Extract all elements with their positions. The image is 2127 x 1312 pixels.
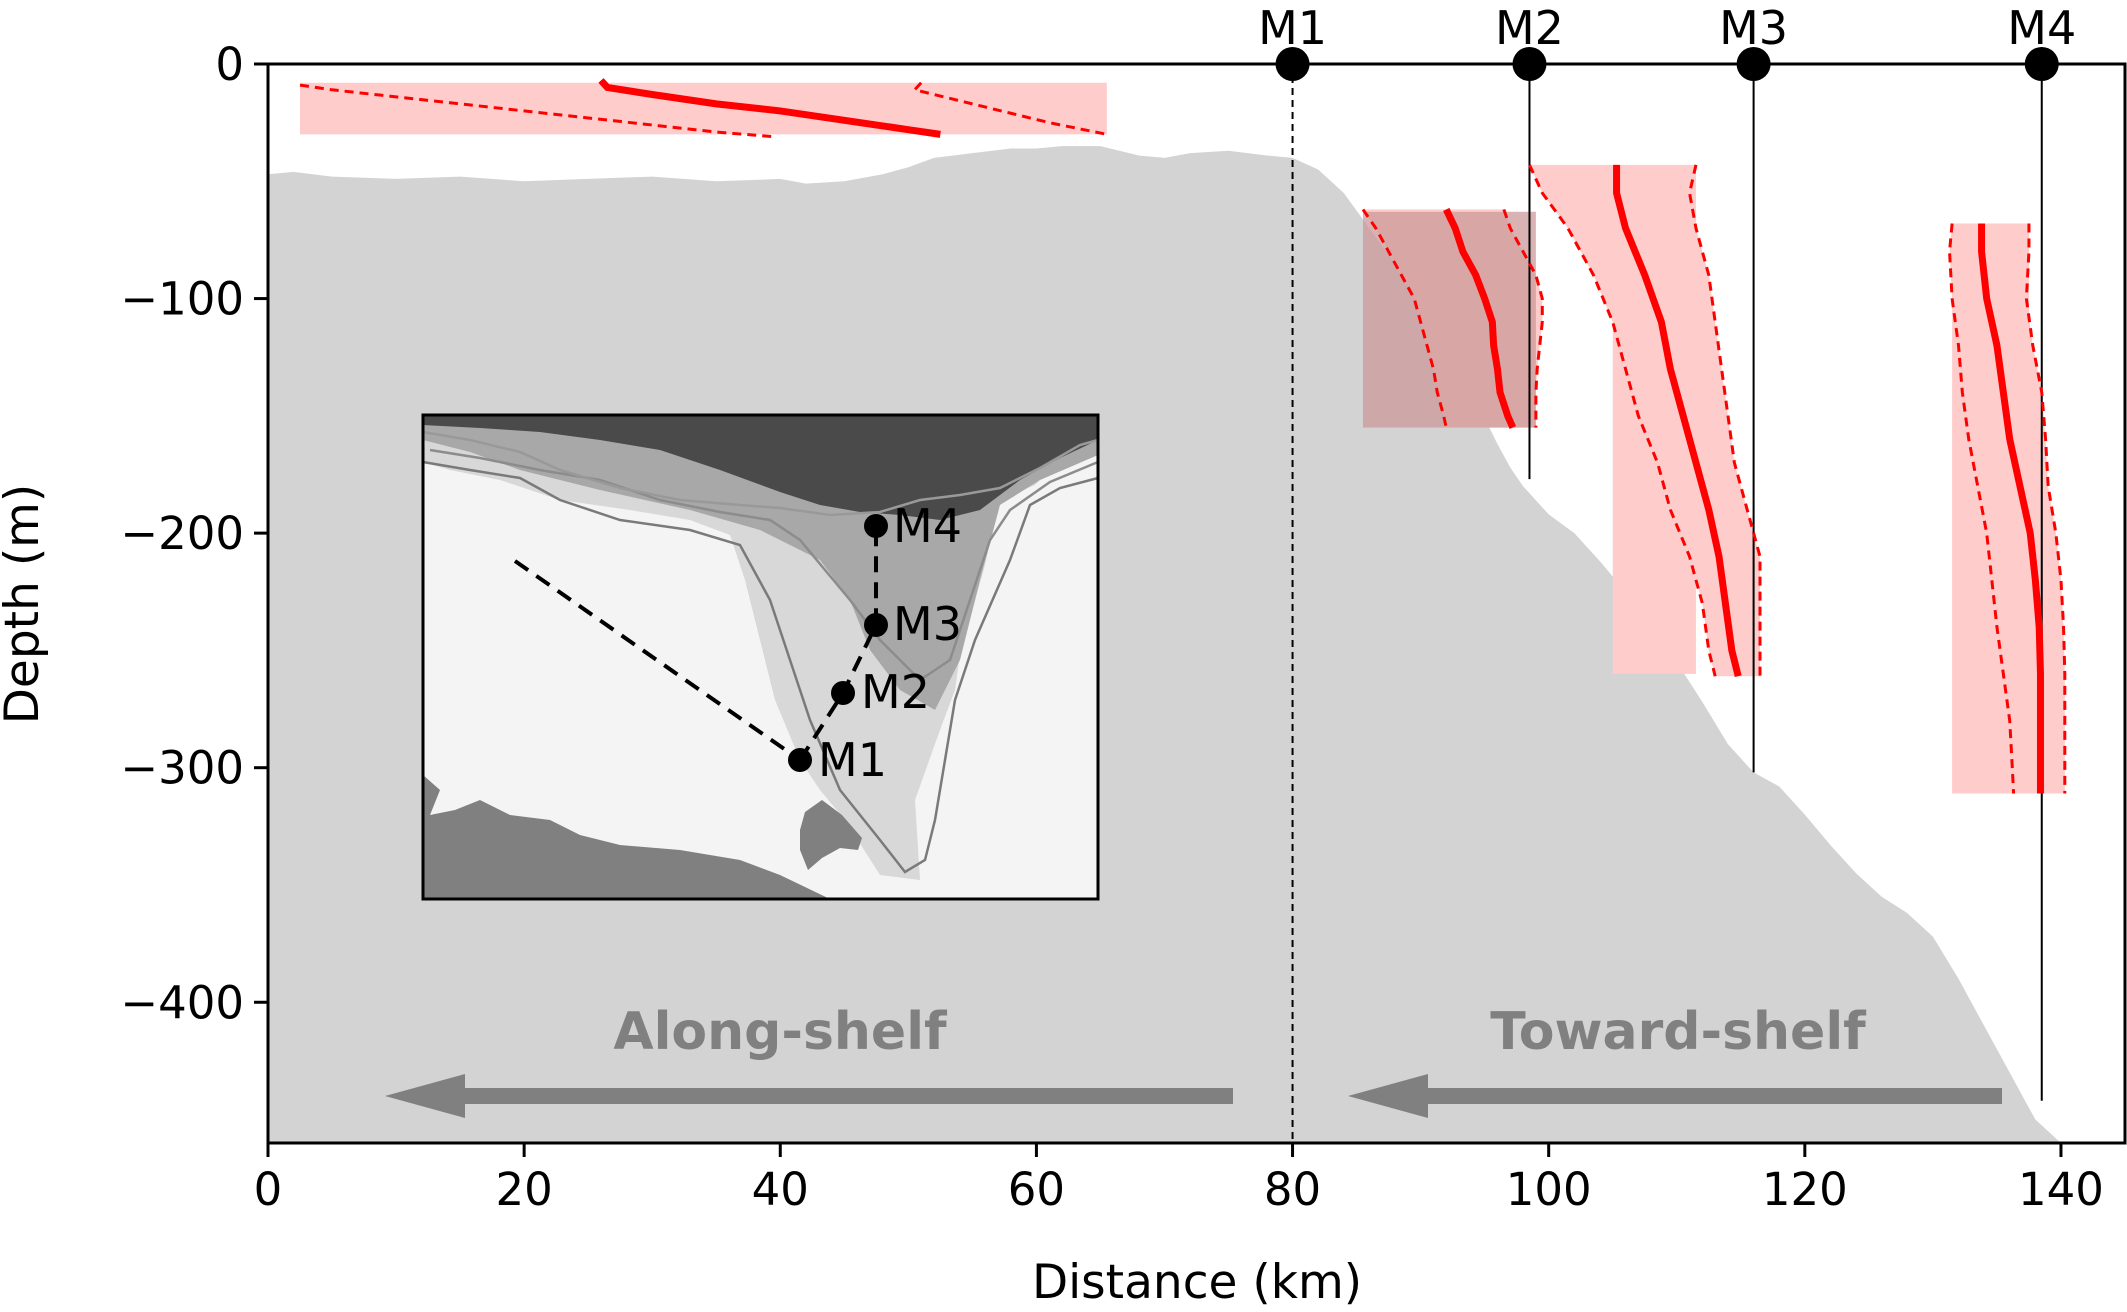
along-shelf-envelope: [300, 82, 1107, 135]
mooring-marker-m3: [1736, 47, 1771, 81]
x-tick-label: 20: [496, 1163, 553, 1216]
y-axis-ticks: 0 −100 −200 −300 −400: [120, 38, 268, 1029]
x-tick-label: 0: [254, 1163, 283, 1216]
low-line-m2: [1361, 208, 1448, 428]
low-line-m4: [1948, 223, 2016, 794]
direction-annotations: Along-shelf Toward-shelf: [385, 1002, 2002, 1118]
low-line-m3: [1528, 164, 1717, 677]
mooring-label-m3: M3: [1719, 1, 1788, 55]
mooring-markers: M1 M2 M3 M4: [1258, 1, 2076, 81]
velocity-profiles: [299, 78, 2067, 794]
x-tick-label: 80: [1264, 1163, 1321, 1216]
x-tick-label: 140: [2018, 1163, 2104, 1216]
inset-marker-m4: [864, 514, 888, 538]
mooring-label-m4: M4: [2007, 1, 2076, 55]
y-tick-label: −300: [120, 742, 244, 795]
x-axis-label: Distance (km): [1032, 1255, 1362, 1310]
mean-line-m3: [1613, 164, 1742, 678]
mooring-marker-m4: [2024, 47, 2059, 81]
toward-shelf-label: Toward-shelf: [1490, 1002, 1867, 1062]
inset-land: [423, 775, 830, 899]
inset-transect-along: [513, 559, 802, 762]
x-tick-label: 120: [1762, 1163, 1848, 1216]
inset-marker-m2: [831, 681, 855, 705]
axes-frame: [266, 62, 2127, 1145]
inset-marker-m3: [864, 613, 888, 637]
x-axis-ticks: 0 20 40 60 80 100 120 140: [254, 1143, 2104, 1216]
inset-transect-toward: [798, 526, 878, 762]
along-shelf-arrow: [385, 1074, 1233, 1118]
x-tick-label: 100: [1506, 1163, 1592, 1216]
mooring-marker-m2: [1512, 47, 1547, 81]
x-tick-label: 40: [752, 1163, 809, 1216]
along-shelf-high-line: [911, 81, 1108, 136]
inset-label-m4: M4: [893, 499, 962, 553]
y-tick-label: −100: [120, 273, 244, 326]
inset-marker-m1: [788, 748, 812, 772]
high-line-m2: [1502, 208, 1544, 428]
inset-contour-3: [422, 430, 1099, 517]
high-line-m3: [1688, 164, 1762, 677]
mean-line-m4: [1978, 223, 2044, 794]
toward-shelf-arrow: [1348, 1074, 2002, 1118]
along-shelf-label: Along-shelf: [613, 1002, 948, 1062]
inset-contour-1: [422, 460, 1099, 874]
inset-island: [800, 800, 862, 870]
x-tick-label: 60: [1008, 1163, 1065, 1216]
inset-frame: [421, 413, 1100, 901]
y-axis-label: Depth (m): [0, 484, 50, 725]
mean-line-m2: [1443, 207, 1517, 429]
y-tick-label: 0: [215, 38, 244, 91]
mooring-label-m1: M1: [1258, 1, 1327, 55]
mooring-marker-m1: [1275, 47, 1310, 81]
high-line-m4: [2024, 223, 2067, 794]
y-tick-label: −400: [120, 976, 244, 1029]
along-shelf-mean-line: [598, 78, 941, 138]
along-shelf-low-line: [299, 83, 774, 139]
inset-map: M4 M3 M2 M1: [421, 413, 1100, 901]
mooring-lines: [1291, 64, 2043, 1143]
y-tick-label: −200: [120, 507, 244, 560]
inset-label-m2: M2: [861, 665, 930, 719]
mooring-label-m2: M2: [1495, 1, 1564, 55]
inset-label-m1: M1: [818, 733, 887, 787]
band-m2: [1362, 211, 1536, 428]
inset-label-m3: M3: [893, 597, 962, 651]
inset-trough-deep: [423, 415, 1098, 520]
